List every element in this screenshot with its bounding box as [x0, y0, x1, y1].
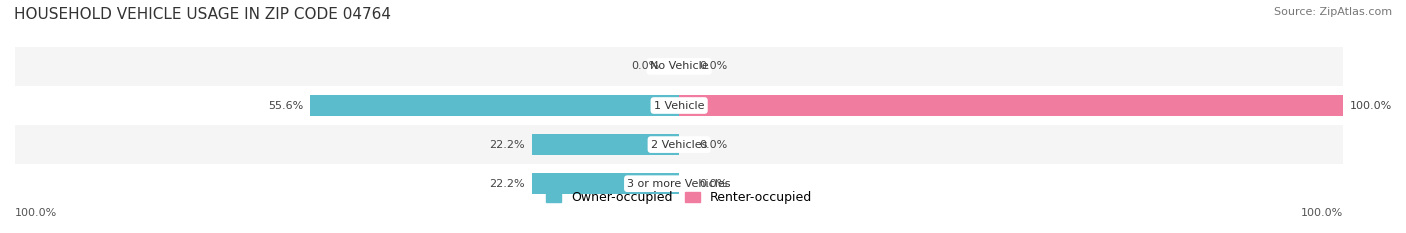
Bar	[15, 125, 1343, 164]
Text: 55.6%: 55.6%	[269, 100, 304, 110]
Bar	[531, 173, 679, 195]
Text: 100.0%: 100.0%	[1301, 208, 1343, 218]
Text: 1 Vehicle: 1 Vehicle	[654, 100, 704, 110]
Text: 22.2%: 22.2%	[489, 140, 524, 150]
Text: 2 Vehicles: 2 Vehicles	[651, 140, 707, 150]
Bar	[309, 95, 679, 116]
Text: 3 or more Vehicles: 3 or more Vehicles	[627, 179, 731, 189]
Legend: Owner-occupied, Renter-occupied: Owner-occupied, Renter-occupied	[541, 186, 817, 209]
Bar	[531, 134, 679, 155]
Text: No Vehicle: No Vehicle	[650, 62, 709, 72]
Text: 100.0%: 100.0%	[15, 208, 58, 218]
Bar	[15, 47, 1343, 86]
Text: 22.2%: 22.2%	[489, 179, 524, 189]
Text: 0.0%: 0.0%	[699, 140, 727, 150]
Text: HOUSEHOLD VEHICLE USAGE IN ZIP CODE 04764: HOUSEHOLD VEHICLE USAGE IN ZIP CODE 0476…	[14, 7, 391, 22]
Text: 0.0%: 0.0%	[699, 179, 727, 189]
Bar	[15, 164, 1343, 203]
Text: 100.0%: 100.0%	[1350, 100, 1392, 110]
Text: Source: ZipAtlas.com: Source: ZipAtlas.com	[1274, 7, 1392, 17]
Text: 0.0%: 0.0%	[699, 62, 727, 72]
Text: 0.0%: 0.0%	[631, 62, 659, 72]
Bar	[15, 86, 1343, 125]
Bar	[679, 95, 1343, 116]
